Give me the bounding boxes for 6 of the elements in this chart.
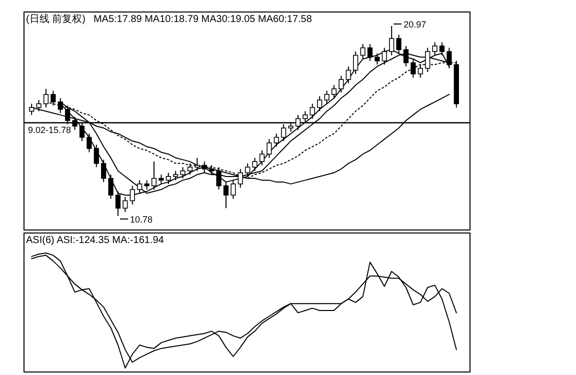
text: (日线 前复权) [26, 13, 86, 25]
annotation: 10.78 [130, 214, 153, 224]
annotation: 20.97 [404, 20, 426, 30]
text: ASI(6) ASI:-124.35 MA:-161.94 [26, 235, 164, 246]
text: MA5:17.89 MA10:18.79 MA30:19.05 MA60:17.58 [93, 14, 312, 25]
annotation: 9.02-15.78 [28, 124, 72, 135]
